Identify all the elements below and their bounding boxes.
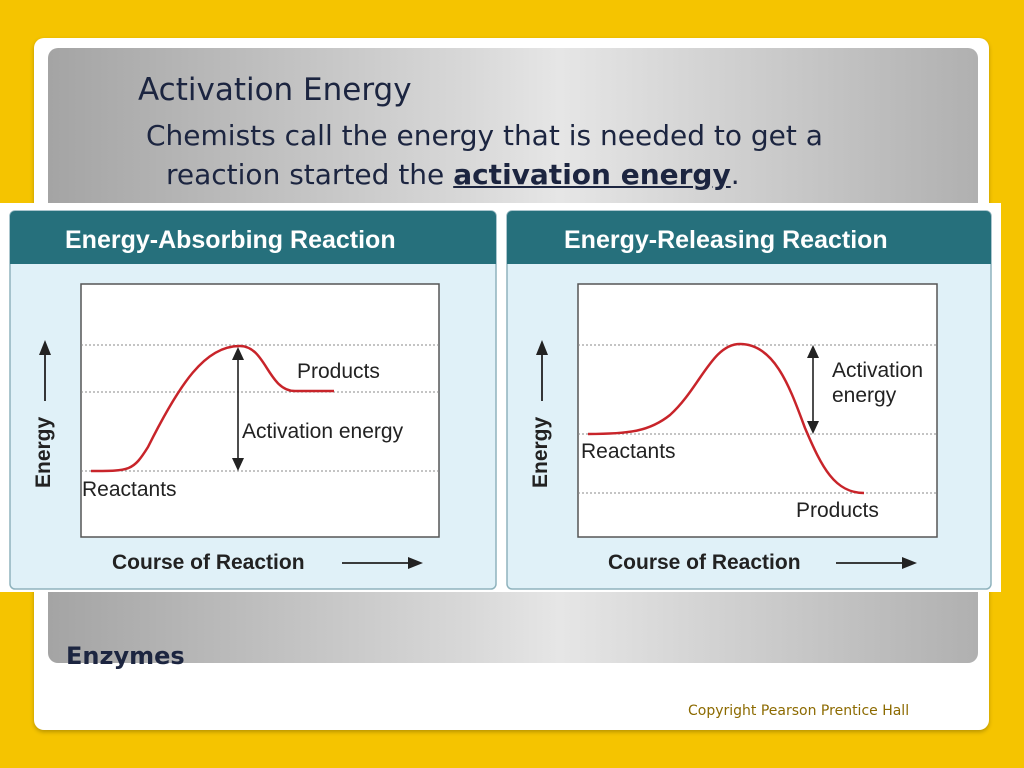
course-axis-label: Course of Reaction <box>112 551 305 574</box>
slide-title: Activation Energy <box>138 72 412 108</box>
subtitle-suffix: . <box>730 158 740 191</box>
subtitle-line-2: reaction started the activation energy. <box>146 155 946 194</box>
energy-diagrams-figure: Energy-Absorbing Reaction Products Activ… <box>0 203 1001 592</box>
slide-subtitle: Chemists call the energy that is needed … <box>146 116 946 194</box>
arrowhead-down <box>232 458 244 471</box>
energy-axis-arrowhead <box>39 340 51 355</box>
energy-axis-arrowhead <box>536 340 548 355</box>
reactants-label: Reactants <box>82 478 177 501</box>
footer-title: Enzymes <box>66 642 185 670</box>
activation-energy-term: activation energy <box>453 158 731 191</box>
energy-curve <box>90 344 334 473</box>
energy-diagrams-svg: Energy-Absorbing Reaction Products Activ… <box>9 210 992 590</box>
products-label: Products <box>297 360 380 383</box>
course-axis-arrowhead <box>408 557 423 569</box>
energy-curve <box>587 342 865 495</box>
activation-label-line-2: energy <box>832 384 897 407</box>
card-header <box>507 211 991 264</box>
activation-label-line-1: Activation <box>832 359 923 382</box>
subtitle-prefix: reaction started the <box>166 158 454 191</box>
products-label: Products <box>796 499 879 522</box>
course-axis-arrowhead <box>902 557 917 569</box>
card-title: Energy-Releasing Reaction <box>564 226 888 254</box>
subtitle-line-1: Chemists call the energy that is needed … <box>146 119 823 152</box>
arrowhead-up <box>232 347 244 360</box>
course-axis-label: Course of Reaction <box>608 551 801 574</box>
arrowhead-down <box>807 421 819 434</box>
activation-energy-label: Activation energy <box>242 420 404 443</box>
copyright-notice: Copyright Pearson Prentice Hall <box>688 703 910 719</box>
energy-axis-label: Energy <box>32 416 55 488</box>
arrowhead-up <box>807 345 819 358</box>
plot-area <box>577 283 938 538</box>
reactants-label: Reactants <box>581 440 676 463</box>
energy-axis-label: Energy <box>529 416 552 488</box>
absorbing-reaction-card: Energy-Absorbing Reaction Products Activ… <box>9 210 497 590</box>
plot-area <box>80 283 440 538</box>
card-title: Energy-Absorbing Reaction <box>65 226 396 254</box>
releasing-reaction-card: Energy-Releasing Reaction Activation ene… <box>506 210 992 590</box>
card-header <box>10 211 496 264</box>
